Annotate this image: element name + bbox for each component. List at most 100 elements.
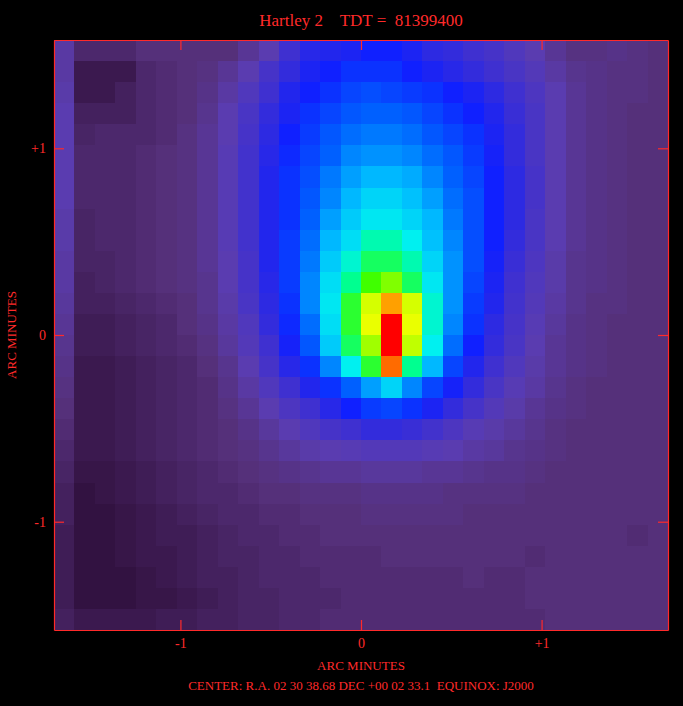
- heatmap-cell: [504, 314, 525, 336]
- tick-mark: [541, 40, 542, 50]
- heatmap-cell: [607, 398, 628, 420]
- tick-mark: [180, 620, 181, 630]
- heatmap-cell: [136, 124, 157, 146]
- heatmap-cell: [463, 483, 484, 505]
- heatmap-cell: [115, 440, 136, 462]
- heatmap-cell: [259, 483, 280, 505]
- heatmap-cell: [238, 525, 259, 547]
- heatmap-cell: [504, 272, 525, 294]
- heatmap-cell: [218, 567, 239, 589]
- heatmap-cell: [177, 356, 198, 378]
- heatmap-cell: [648, 504, 668, 526]
- heatmap-cell: [74, 188, 95, 210]
- heatmap-cell: [381, 504, 402, 526]
- heatmap-cell: [238, 504, 259, 526]
- tick-mark: [361, 620, 362, 630]
- heatmap-cell: [54, 82, 75, 104]
- heatmap-cell: [566, 209, 587, 231]
- heatmap-cell: [361, 356, 382, 378]
- heatmap-cell: [279, 419, 300, 441]
- heatmap-cell: [320, 166, 341, 188]
- heatmap-cell: [443, 230, 464, 252]
- heatmap-cell: [566, 461, 587, 483]
- heatmap-cell: [586, 40, 607, 62]
- heatmap-cell: [218, 525, 239, 547]
- heatmap-cell: [136, 209, 157, 231]
- heatmap-cell: [402, 483, 423, 505]
- heatmap-cell: [320, 209, 341, 231]
- heatmap-cell: [586, 567, 607, 589]
- heatmap-cell: [320, 525, 341, 547]
- heatmap-cell: [54, 419, 75, 441]
- heatmap-cell: [259, 145, 280, 167]
- heatmap-cell: [320, 188, 341, 210]
- heatmap-cell: [95, 293, 116, 315]
- tick-label: +1: [31, 141, 46, 156]
- heatmap-cell: [484, 230, 505, 252]
- heatmap-cell: [361, 145, 382, 167]
- heatmap-cell: [361, 398, 382, 420]
- heatmap-cell: [300, 145, 321, 167]
- heatmap-cell: [136, 145, 157, 167]
- heatmap-cell: [136, 103, 157, 125]
- heatmap-cell: [259, 356, 280, 378]
- heatmap-cell: [422, 230, 443, 252]
- heatmap-cell: [402, 504, 423, 526]
- heatmap-cell: [74, 377, 95, 399]
- heatmap-cell: [648, 335, 668, 357]
- heatmap-cell: [484, 314, 505, 336]
- heatmap-cell: [545, 124, 566, 146]
- heatmap-cell: [74, 251, 95, 273]
- heatmap-cell: [54, 588, 75, 610]
- heatmap-cell: [341, 504, 362, 526]
- heatmap-cell: [279, 335, 300, 357]
- heatmap-cell: [156, 145, 177, 167]
- heatmap-cell: [136, 335, 157, 357]
- heatmap-cell: [238, 293, 259, 315]
- heatmap-cell: [381, 609, 402, 630]
- heatmap-cell: [74, 588, 95, 610]
- heatmap-cell: [607, 377, 628, 399]
- heatmap-cell: [136, 588, 157, 610]
- heatmap-cell: [422, 356, 443, 378]
- heatmap-cell: [422, 335, 443, 357]
- tick: 0: [358, 620, 365, 651]
- heatmap-cell: [54, 461, 75, 483]
- heatmap-cell: [545, 440, 566, 462]
- heatmap-cell: [443, 440, 464, 462]
- heatmap-cell: [443, 166, 464, 188]
- heatmap-cell: [218, 61, 239, 83]
- tick-label: 0: [39, 328, 46, 343]
- heatmap-cell: [648, 525, 668, 547]
- heatmap-cell: [402, 314, 423, 336]
- heatmap-cell: [627, 525, 648, 547]
- heatmap-cell: [74, 440, 95, 462]
- heatmap-cell: [341, 440, 362, 462]
- heatmap-cell: [566, 188, 587, 210]
- heatmap-cell: [627, 567, 648, 589]
- heatmap-cell: [218, 82, 239, 104]
- heatmap-cell: [361, 82, 382, 104]
- heatmap-cell: [279, 461, 300, 483]
- heatmap-cell: [422, 124, 443, 146]
- heatmap-cell: [607, 440, 628, 462]
- heatmap-cell: [136, 314, 157, 336]
- heatmap-cell: [586, 145, 607, 167]
- heatmap-cell: [156, 103, 177, 125]
- heatmap-cell: [115, 166, 136, 188]
- heatmap-cell: [545, 272, 566, 294]
- heatmap-cell: [320, 251, 341, 273]
- heatmap-cell: [320, 40, 341, 62]
- heatmap-cell: [238, 546, 259, 568]
- heatmap-cell: [197, 546, 218, 568]
- chart-container: -10+1-10+1Hartley 2 TDT = 81399400ARC MI…: [0, 0, 683, 706]
- heatmap-cell: [177, 335, 198, 357]
- heatmap-cell: [402, 461, 423, 483]
- heatmap-cell: [259, 293, 280, 315]
- heatmap-cell: [54, 440, 75, 462]
- heatmap-cell: [177, 419, 198, 441]
- heatmap-cell: [279, 124, 300, 146]
- heatmap-cell: [422, 251, 443, 273]
- heatmap-cell: [484, 440, 505, 462]
- heatmap-cell: [566, 567, 587, 589]
